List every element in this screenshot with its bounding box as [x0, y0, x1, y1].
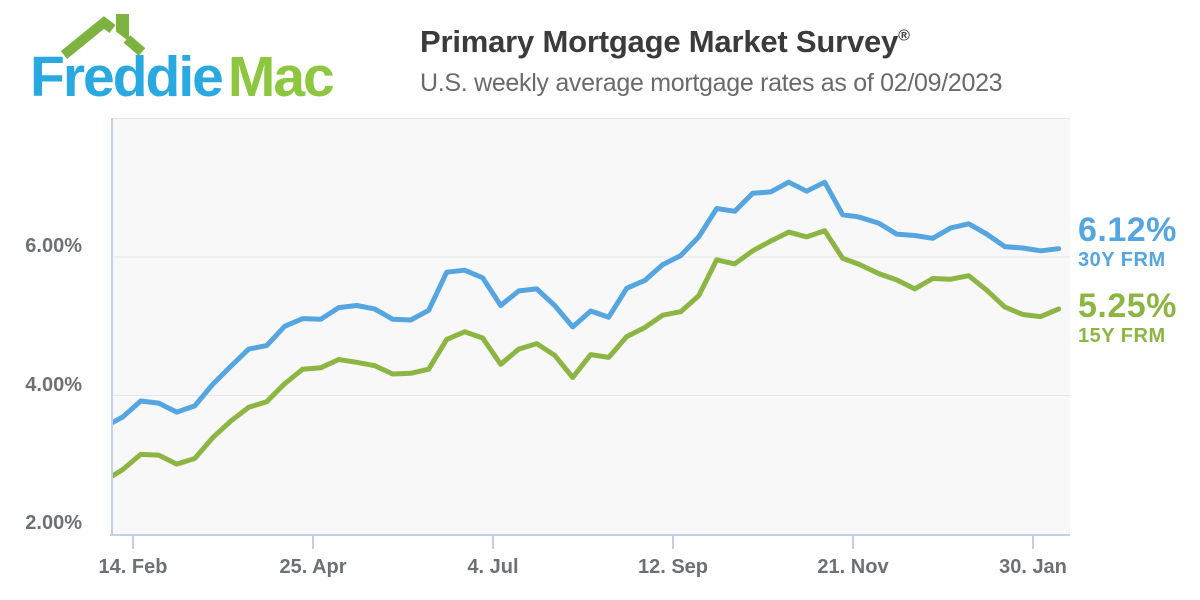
logo-word-mac: Mac	[227, 45, 335, 109]
registered-trademark: ®	[898, 27, 910, 45]
x-axis-label: 12. Sep	[637, 556, 709, 578]
x-axis-label: 21. Nov	[817, 556, 889, 578]
y-axis-label: 2.00%	[25, 512, 82, 534]
x-axis-label: 25. Apr	[279, 556, 347, 578]
15y-frm-line[interactable]	[105, 228, 1062, 481]
logo-wordmark: Freddie Mac	[30, 45, 335, 109]
series-name-30y: 30Y FRM	[1078, 248, 1166, 271]
house-roof-icon	[60, 14, 146, 59]
30y-frm-line[interactable]	[105, 179, 1062, 427]
title-block: Primary Mortgage Market Survey® U.S. wee…	[420, 24, 1003, 97]
series-name-15y: 15Y FRM	[1078, 324, 1166, 347]
series-end-label-30y: 6.12% 30Y FRM	[1078, 212, 1177, 271]
x-axis-label: 4. Jul	[467, 556, 519, 578]
page-title: Primary Mortgage Market Survey®	[420, 24, 1002, 60]
current-rate-15y: 5.25%	[1078, 286, 1177, 325]
page-title-text: Primary Mortgage Market Survey	[420, 24, 899, 59]
y-axis-label: 6.00%	[25, 235, 82, 257]
freddie-mac-logo: Freddie Mac	[28, 12, 398, 108]
logo-word-freddie: Freddie	[30, 45, 224, 109]
plot-area-background	[111, 118, 1070, 534]
series-end-label-15y: 5.25% 15Y FRM	[1078, 288, 1177, 347]
y-axis-label: 4.00%	[25, 373, 82, 396]
x-axis-label: 14. Feb	[98, 556, 168, 578]
x-axis-label: 30. Jan	[999, 556, 1067, 578]
page-subtitle: U.S. weekly average mortgage rates as of…	[420, 69, 1003, 97]
current-rate-30y: 6.12%	[1078, 210, 1177, 249]
